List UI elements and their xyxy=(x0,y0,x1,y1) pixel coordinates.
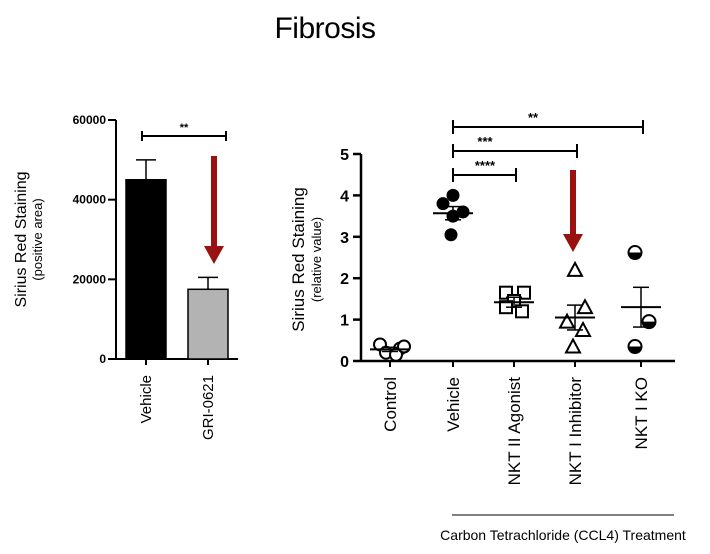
y-tick-label: 60000 xyxy=(73,113,107,127)
treatment-bracket-label: Carbon Tetrachloride (CCL4) Treatment xyxy=(440,527,686,543)
x-tick-label: NKT II Agonist xyxy=(505,377,524,486)
x-tick-label: Vehicle xyxy=(138,375,155,423)
y-axis-sublabel: (relative value) xyxy=(309,217,324,302)
significance-label: ** xyxy=(180,122,189,134)
y-tick-label: 2 xyxy=(340,271,349,288)
significance-label: **** xyxy=(475,158,496,173)
y-tick-label: 0 xyxy=(340,354,349,371)
x-tick-label: NKT I Inhibitor xyxy=(566,377,585,486)
x-tick-label: NKT I KO xyxy=(632,377,651,449)
bar xyxy=(187,288,229,360)
arrow-head xyxy=(204,246,224,264)
significance-label: ** xyxy=(528,110,539,125)
data-point xyxy=(444,228,458,242)
y-tick-label: 20000 xyxy=(73,272,107,286)
data-point xyxy=(446,188,460,202)
data-point xyxy=(436,197,450,211)
y-axis-label: Sirius Red Staining xyxy=(289,187,308,332)
significance-label: *** xyxy=(477,134,493,149)
x-tick-label: GRI-0621 xyxy=(200,375,217,440)
x-tick-label: Vehicle xyxy=(444,377,463,432)
x-tick-label: Control xyxy=(381,377,400,432)
y-tick-label: 3 xyxy=(340,230,349,247)
y-tick-label: 40000 xyxy=(73,193,107,207)
highlight-arrow xyxy=(563,170,583,252)
data-point xyxy=(641,314,657,330)
data-point xyxy=(397,339,411,354)
data-point xyxy=(558,312,576,329)
highlight-arrow xyxy=(204,156,224,264)
bar xyxy=(125,179,167,360)
y-tick-label: 0 xyxy=(99,352,106,366)
arrow-head xyxy=(563,234,583,252)
data-point xyxy=(627,245,643,261)
y-tick-label: 1 xyxy=(340,313,349,330)
arrow-shaft xyxy=(211,156,217,248)
data-point xyxy=(456,205,470,219)
chart-title: Fibrosis xyxy=(274,12,376,45)
data-point xyxy=(566,260,584,277)
y-tick-label: 4 xyxy=(340,188,349,205)
data-point xyxy=(515,304,529,319)
y-tick-label: 5 xyxy=(340,147,349,164)
data-point xyxy=(564,337,582,354)
data-point xyxy=(627,339,643,355)
data-point xyxy=(576,298,594,315)
y-axis-label: Sirius Red Staining xyxy=(13,171,30,307)
y-axis-sublabel: (positive area) xyxy=(30,198,45,280)
arrow-shaft xyxy=(570,170,576,236)
